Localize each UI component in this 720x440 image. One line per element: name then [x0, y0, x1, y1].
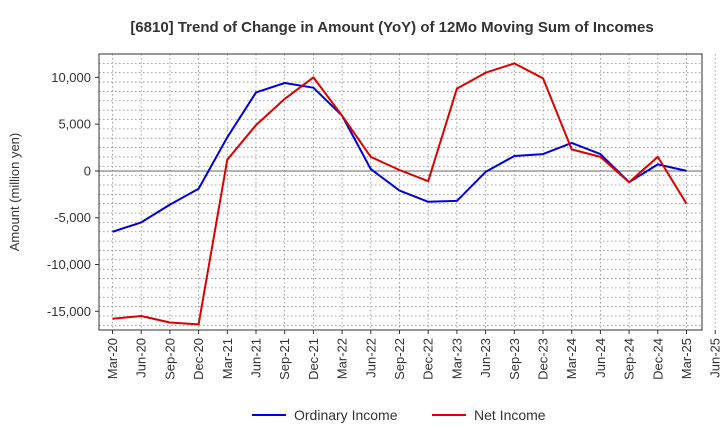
legend: Ordinary Income Net Income: [252, 407, 546, 423]
x-tick-label: Sep-23: [507, 338, 522, 380]
x-tick-label: Dec-22: [421, 338, 436, 380]
x-tick-label: Mar-20: [105, 338, 120, 379]
legend-label: Ordinary Income: [294, 407, 398, 423]
y-tick-label: -10,000: [47, 257, 91, 272]
y-tick-label: -5,000: [54, 210, 91, 225]
x-tick-label: Mar-22: [335, 338, 350, 379]
x-tick-label: Sep-20: [162, 338, 177, 380]
x-tick-label: Sep-24: [622, 338, 637, 380]
x-tick-label: Mar-21: [220, 338, 235, 379]
legend-label: Net Income: [474, 407, 546, 423]
x-tick-label: Sep-21: [277, 338, 292, 380]
y-tick-label: 0: [84, 163, 91, 178]
x-tick-label: Dec-20: [191, 338, 206, 380]
x-tick-label: Mar-24: [564, 338, 579, 379]
y-tick-label: -15,000: [47, 304, 91, 319]
x-tick-label: Jun-21: [249, 338, 264, 378]
x-tick-label: Jun-22: [363, 338, 378, 378]
x-tick-label: Jun-20: [134, 338, 149, 378]
chart-title: [6810] Trend of Change in Amount (YoY) o…: [130, 19, 653, 36]
y-tick-label: 5,000: [58, 117, 91, 132]
series-layer: [112, 62, 688, 326]
series-line: [112, 82, 687, 233]
x-tick-label: Dec-21: [306, 338, 321, 380]
x-tick-label: Dec-23: [536, 338, 551, 380]
x-tick-label: Jun-25: [708, 338, 720, 378]
x-tick-label: Dec-24: [650, 338, 665, 380]
y-axis-ticks: 10,000 5,000 0 -5,000 -10,000 -15,000: [47, 70, 99, 319]
x-tick-label: Mar-25: [679, 338, 694, 379]
x-tick-label: Jun-24: [593, 338, 608, 378]
plot-border: [98, 53, 703, 331]
x-tick-label: Mar-23: [449, 338, 464, 379]
x-tick-label: Jun-23: [478, 338, 493, 378]
x-tick-label: Sep-22: [392, 338, 407, 380]
x-axis-ticks: Mar-20 Jun-20 Sep-20 Dec-20 Mar-21 Jun-21 Sep-…: [105, 330, 720, 380]
series-line: [112, 62, 688, 326]
y-axis-label: Amount (million yen): [7, 133, 22, 252]
y-tick-label: 10,000: [51, 70, 91, 85]
